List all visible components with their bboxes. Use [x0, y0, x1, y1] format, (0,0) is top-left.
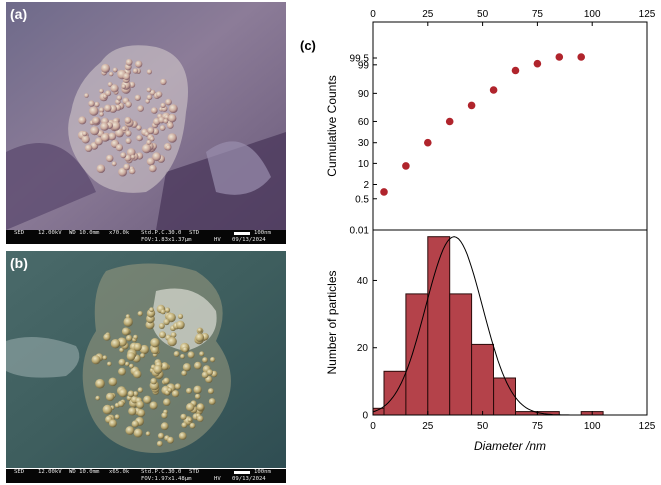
sem-scale-bar — [234, 471, 250, 474]
x-tick-label: 125 — [639, 421, 656, 432]
x-tick-label: 75 — [532, 9, 544, 20]
y-tick-label: 90 — [358, 89, 370, 100]
sem-panel-a: SED 12.00kV WD 10.0mm x70.0k Std.P.C.30.… — [6, 2, 286, 244]
x-tick-label: 100 — [584, 9, 601, 20]
x-tick-label: 25 — [422, 421, 434, 432]
panel-label-a: (a) — [10, 6, 28, 22]
x-tick-label: 0 — [370, 421, 376, 432]
sem-fov: FOV:1.83x1.37µm — [141, 237, 192, 243]
x-tick-label: 50 — [477, 9, 489, 20]
panel-label-b: (b) — [10, 255, 28, 271]
y-tick-label: 40 — [357, 276, 369, 287]
histogram-bar — [515, 411, 538, 416]
sem-mag: x70.0k — [109, 230, 130, 236]
sem-mag: x65.0k — [109, 469, 130, 475]
sem-std: Std.P.C.30.0 — [141, 230, 182, 236]
sem-wd: WD 10.0mm — [69, 469, 100, 475]
y-tick-label: 99.5 — [350, 54, 370, 65]
panel-label-c: (c) — [300, 38, 316, 53]
data-point — [489, 86, 498, 94]
sem-mode: STD — [189, 469, 200, 475]
data-point — [577, 53, 585, 61]
x-tick-label: 50 — [477, 421, 489, 432]
sem-scale-bar — [234, 232, 250, 235]
sem-scale-label: 100nm — [254, 230, 271, 236]
sem-info-bar-b: SED 12.00kV WD 10.0mm x65.0k Std.P.C.30.… — [6, 469, 286, 483]
sem-wd: WD 10.0mm — [69, 230, 100, 236]
sem-scale-label: 100nm — [254, 469, 271, 475]
histogram-chart: 0 25 50 75 100 125 0 20 40 Number of particles Dia… — [325, 229, 656, 453]
x-axis-label: Diameter /nm — [474, 439, 546, 453]
histogram-bar — [449, 293, 473, 416]
sem-hv: HV — [214, 476, 221, 482]
plot-frame — [372, 229, 648, 416]
histogram-bar — [471, 343, 495, 416]
histogram-bar — [493, 377, 517, 416]
sem-info-bar-a: SED 12.00kV WD 10.0mm x70.0k Std.P.C.30.… — [6, 230, 286, 244]
y-tick-label: 0.5 — [355, 194, 369, 205]
y-tick-label: 20 — [357, 343, 369, 354]
sem-image-a — [6, 2, 286, 230]
sem-fov: FOV:1.97x1.48µm — [141, 476, 192, 482]
y-tick-label: 2 — [363, 180, 369, 191]
data-point — [533, 59, 542, 68]
y-tick-label: 99 — [358, 60, 370, 71]
y-axis-label: Cumulative Counts — [325, 75, 339, 176]
y-tick-label: 60 — [358, 117, 370, 128]
plot-frame — [372, 21, 648, 231]
sem-image-b — [6, 251, 286, 468]
histogram-bar — [427, 236, 451, 416]
sem-date: 09/13/2024 — [232, 237, 266, 243]
sem-detector: SED — [14, 469, 25, 475]
sem-mode: STD — [189, 230, 200, 236]
sem-voltage: 12.00kV — [38, 230, 62, 236]
sem-hv: HV — [214, 237, 221, 243]
data-point — [380, 188, 388, 196]
data-point — [402, 162, 410, 170]
data-point — [511, 66, 520, 75]
histogram-bar — [383, 370, 407, 416]
data-point — [445, 117, 454, 126]
x-tick-label: 75 — [532, 421, 544, 432]
y-tick-label: 10 — [358, 159, 370, 170]
x-tick-label: 0 — [370, 9, 376, 20]
sem-std: Std.P.C.30.0 — [141, 469, 182, 475]
y-tick-label: 0.01 — [350, 226, 370, 237]
y-axis-label: Number of particles — [325, 270, 339, 374]
y-tick-label: 0 — [362, 411, 368, 422]
sem-voltage: 12.00kV — [38, 469, 62, 475]
data-point — [467, 101, 476, 110]
x-tick-label: 100 — [584, 421, 601, 432]
data-point — [424, 138, 432, 147]
sem-date: 09/13/2024 — [232, 476, 266, 482]
x-tick-label: 25 — [422, 9, 434, 20]
sem-panel-b: SED 12.00kV WD 10.0mm x65.0k Std.P.C.30.… — [6, 251, 286, 483]
x-tick-label: 125 — [639, 9, 656, 20]
y-tick-label: 30 — [358, 138, 370, 149]
data-point — [555, 53, 564, 61]
sem-detector: SED — [14, 230, 25, 236]
